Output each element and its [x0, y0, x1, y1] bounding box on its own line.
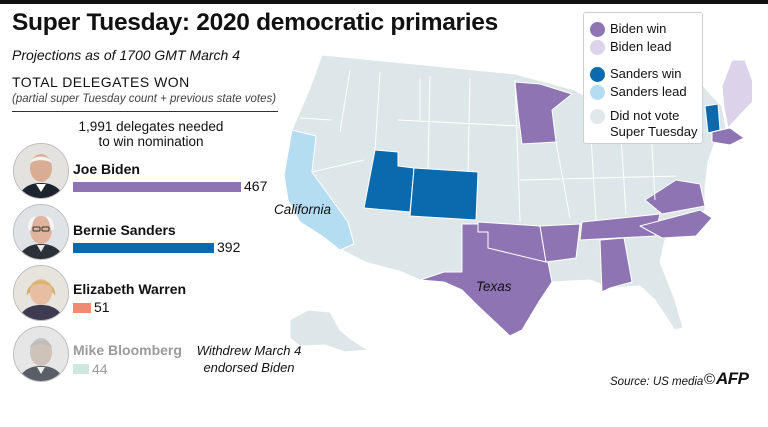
state-north-carolina	[639, 209, 713, 239]
map-legend: Biden win Biden lead Sanders win Sanders…	[583, 12, 703, 144]
avatar-mike-bloomberg	[13, 326, 69, 382]
legend-swatch-icon	[590, 109, 605, 124]
state-minnesota	[514, 81, 573, 145]
state-borders	[299, 69, 677, 223]
delegates-needed-line2: to win nomination	[98, 134, 204, 149]
legend-item-sanders-lead: Sanders lead	[590, 84, 687, 100]
bar-sanders	[73, 243, 214, 253]
value-warren: 51	[94, 299, 110, 315]
state-colorado	[409, 167, 479, 221]
state-arkansas	[539, 223, 581, 263]
legend-swatch-icon	[590, 85, 605, 100]
map-label-california: California	[274, 202, 332, 217]
legend-swatch-icon	[590, 40, 605, 55]
withdrew-line2: endorsed Biden	[203, 360, 295, 375]
legend-label: Biden win	[610, 21, 667, 36]
legend-label: Sanders win	[610, 66, 682, 81]
delegates-needed-note: 1,991 delegates needed to win nomination	[56, 119, 246, 149]
value-bloomberg: 44	[92, 361, 108, 377]
legend-item-biden-lead: Biden lead	[590, 39, 671, 55]
avatar-joe-biden	[13, 143, 69, 199]
candidate-name-biden: Joe Biden	[73, 161, 140, 177]
value-biden: 467	[244, 178, 268, 194]
withdrew-line1: Withdrew March 4	[196, 343, 302, 358]
value-sanders: 392	[217, 239, 241, 255]
legend-item-biden-win: Biden win	[590, 21, 666, 37]
legend-swatch-icon	[590, 22, 605, 37]
candidate-name-bloomberg: Mike Bloomberg	[73, 342, 182, 358]
portrait-icon	[14, 144, 68, 198]
state-maine	[721, 59, 752, 129]
source-note: Source: US media	[610, 376, 704, 388]
candidate-name-warren: Elizabeth Warren	[73, 281, 187, 297]
bar-biden	[73, 182, 241, 192]
state-virginia	[644, 179, 706, 215]
afp-logo: AFP	[716, 369, 749, 388]
legend-swatch-icon	[590, 67, 605, 82]
portrait-icon	[14, 266, 68, 320]
legend-label-line2: Super Tuesday	[610, 124, 698, 139]
page-subtitle: Projections as of 1700 GMT March 4	[12, 47, 240, 63]
state-tennessee	[579, 213, 661, 241]
legend-item-sanders-win: Sanders win	[590, 66, 682, 82]
avatar-bernie-sanders	[13, 204, 69, 260]
legend-label: Sanders lead	[610, 84, 687, 99]
withdrew-note: Withdrew March 4 endorsed Biden	[190, 342, 308, 376]
state-california	[283, 129, 355, 251]
page-title: Super Tuesday: 2020 democratic primaries	[12, 9, 498, 36]
candidate-name-sanders: Bernie Sanders	[73, 222, 176, 238]
copyright-symbol: ©	[704, 371, 716, 388]
state-alaska	[289, 309, 369, 353]
legend-label-line1: Did not vote	[610, 108, 680, 123]
map-label-texas: Texas	[476, 279, 512, 294]
portrait-icon	[14, 205, 68, 259]
bar-warren	[73, 303, 91, 313]
legend-item-did-not-vote: Did not vote Super Tuesday	[590, 108, 697, 140]
delegates-note: (partial super Tuesday count + previous …	[12, 93, 277, 105]
delegates-heading: TOTAL DELEGATES WON	[12, 74, 190, 90]
portrait-icon	[14, 327, 68, 381]
state-vermont	[704, 103, 721, 134]
legend-label: Biden lead	[610, 39, 672, 54]
state-massachusetts	[711, 127, 745, 146]
avatar-elizabeth-warren	[13, 265, 69, 321]
delegates-needed-line1: 1,991 delegates needed	[78, 119, 224, 134]
legend-label: Did not vote Super Tuesday	[610, 108, 697, 140]
bar-bloomberg	[73, 364, 89, 374]
top-rule	[0, 0, 768, 4]
section-divider	[12, 111, 278, 112]
